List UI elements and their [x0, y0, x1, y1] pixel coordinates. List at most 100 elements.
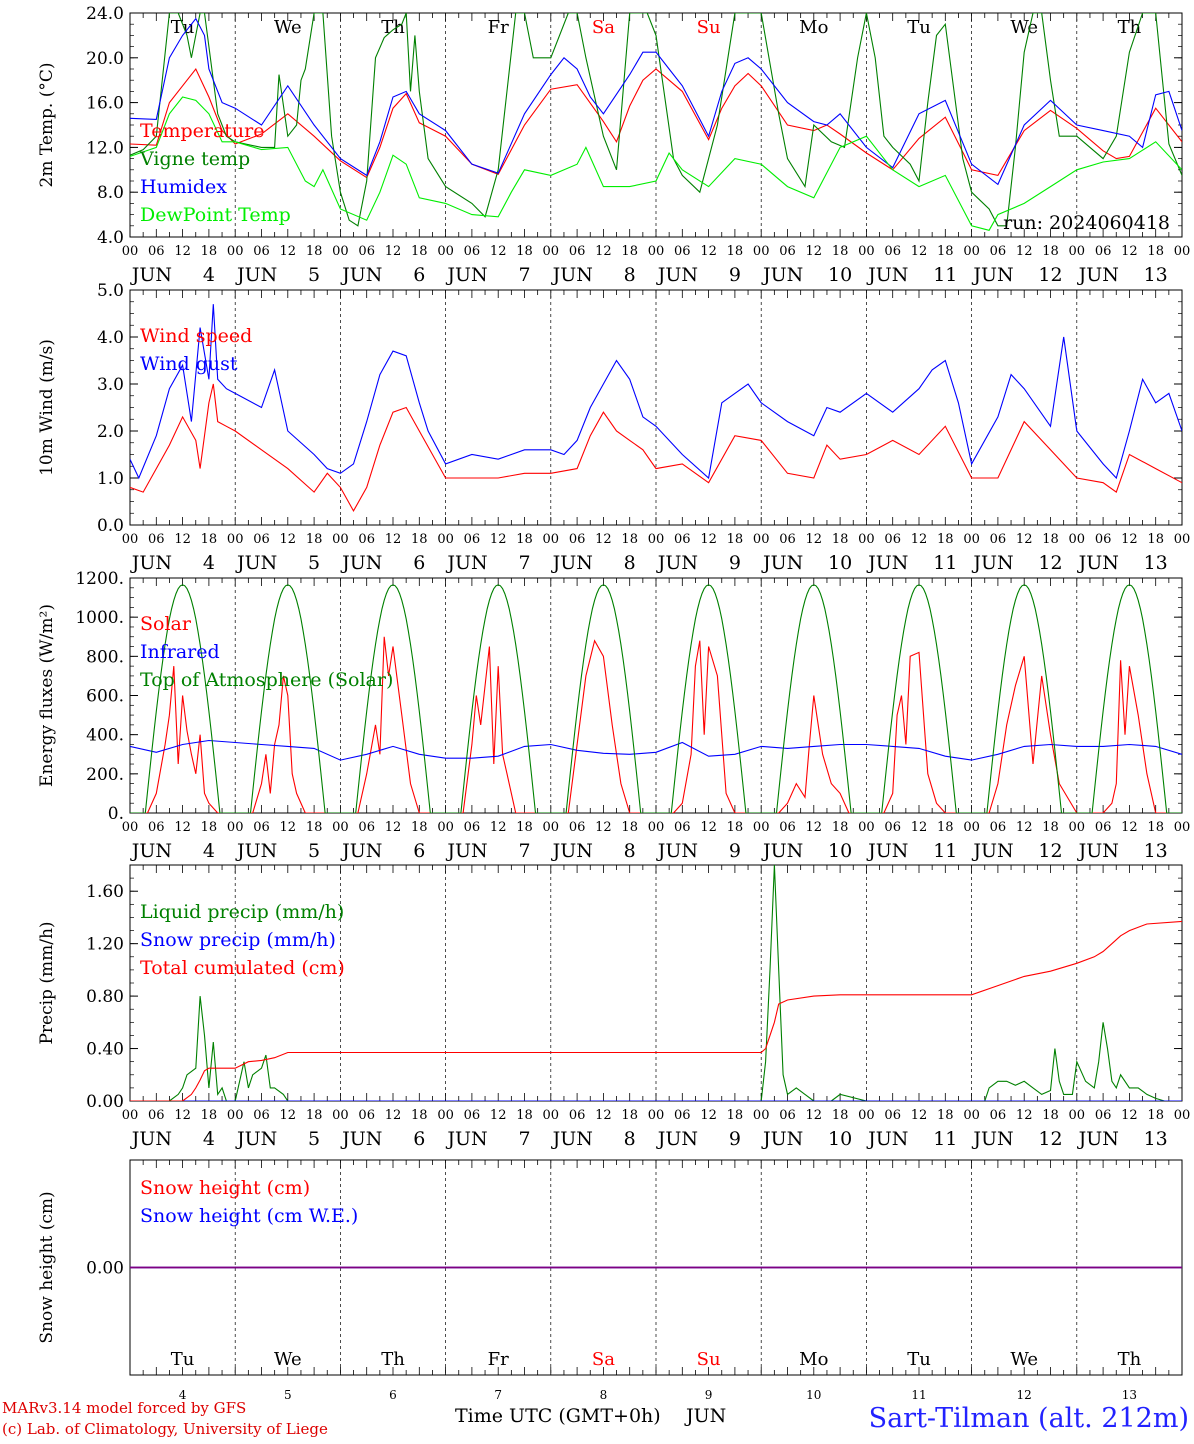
- hour-tick-label: 18: [832, 1108, 849, 1123]
- hour-tick-label: 12: [595, 1108, 612, 1123]
- hour-tick-label: 00: [227, 1108, 244, 1123]
- y-tick-label: 8.0: [97, 183, 124, 203]
- hour-tick-label: 18: [832, 244, 849, 259]
- date-day-label: 11: [933, 1128, 957, 1150]
- hour-tick-label: 00: [332, 244, 349, 259]
- legend-entry: Infrared: [140, 641, 220, 663]
- hour-tick-label: 06: [253, 1108, 270, 1123]
- hour-tick-label: 06: [148, 1108, 165, 1123]
- date-month-label: JUN: [551, 264, 593, 286]
- y-tick-label: 2.0: [97, 422, 124, 442]
- day-number-label: 8: [600, 1388, 608, 1402]
- hour-tick-label: 12: [174, 1108, 191, 1123]
- legend-entry: Total cumulated (cm): [140, 957, 345, 979]
- y-tick-label: 4.0: [97, 328, 124, 348]
- day-number-label: 5: [284, 1388, 292, 1402]
- hour-tick-label: 00: [437, 1108, 454, 1123]
- hour-tick-label: 00: [963, 532, 980, 547]
- legend-entry: Temperature: [140, 120, 264, 142]
- hour-tick-label: 18: [1147, 1108, 1164, 1123]
- hour-tick-label: 12: [1016, 532, 1033, 547]
- date-day-label: 10: [828, 840, 852, 862]
- y-tick-label: 0.0: [97, 516, 124, 536]
- date-month-label: JUN: [130, 552, 172, 574]
- series-line-liquid-precip-mm-h-: [130, 865, 1182, 1101]
- hour-tick-label: 18: [621, 820, 638, 835]
- date-month-label: JUN: [551, 840, 593, 862]
- panel-wind: 0.0 1.0 2.0 3.0 4.0 5.0 10m Wind (m/s) 00 06 12 18…: [37, 281, 1190, 574]
- weekday-label: Mo: [799, 17, 828, 38]
- x-axis-label: Time UTC (GMT+0h): [455, 1405, 661, 1427]
- date-month-label: JUN: [130, 264, 172, 286]
- y-axis-label: Precip (mm/h): [37, 921, 57, 1044]
- hour-tick-label: 06: [779, 532, 796, 547]
- series-group: [130, 584, 1182, 813]
- series-line-dewpoint-temp: [130, 96, 1182, 231]
- hour-tick-label: 18: [937, 532, 954, 547]
- hour-tick-label: 18: [1042, 244, 1059, 259]
- date-day-label: 13: [1144, 552, 1168, 574]
- hour-tick-label: 00: [543, 820, 560, 835]
- legend-entry: Snow height (cm): [140, 1177, 310, 1199]
- hour-tick-label: 12: [700, 820, 717, 835]
- weekday-label: Fr: [488, 17, 509, 38]
- hour-tick-label: 12: [385, 820, 402, 835]
- date-month-label: JUN: [761, 552, 803, 574]
- hour-tick-label: 18: [832, 532, 849, 547]
- hour-tick-label: 06: [358, 1108, 375, 1123]
- date-day-label: 12: [1038, 552, 1062, 574]
- hour-tick-label: 00: [858, 1108, 875, 1123]
- day-number-label: 9: [705, 1388, 713, 1402]
- hour-tick-label: 18: [1147, 532, 1164, 547]
- date-month-label: JUN: [656, 840, 698, 862]
- series-line-vigne-temp: [130, 13, 1182, 227]
- y-tick-label: 1000.: [75, 608, 124, 628]
- hour-tick-label: 18: [516, 820, 533, 835]
- y-tick-label: 0.40: [86, 1040, 124, 1060]
- hour-tick-label: 12: [1121, 244, 1138, 259]
- y-axis-label: Energy fluxes (W/m²): [37, 604, 57, 787]
- date-day-label: 8: [624, 840, 636, 862]
- y-axis-label: 10m Wind (m/s): [37, 339, 57, 476]
- weekday-label: Th: [1118, 1349, 1142, 1370]
- day-number-label: 12: [1017, 1388, 1032, 1402]
- weekday-label: Tu: [907, 1349, 931, 1370]
- panel-temperature: 4.0 8.0 12.0 16.0 20.0 24.0 2m Temp. (°C) Tu We T…: [37, 4, 1190, 286]
- hour-tick-label: 12: [174, 244, 191, 259]
- hour-tick-label: 06: [358, 244, 375, 259]
- y-axis-label: Snow height (cm): [37, 1191, 57, 1343]
- hour-tick-label: 12: [280, 1108, 297, 1123]
- y-tick-label: 0.: [108, 804, 124, 824]
- hour-tick-label: 00: [437, 244, 454, 259]
- hour-tick-label: 18: [306, 820, 323, 835]
- hour-tick-label: 06: [674, 532, 691, 547]
- date-day-label: 5: [308, 840, 320, 862]
- hour-tick-label: 18: [937, 1108, 954, 1123]
- date-month-label: JUN: [1077, 1128, 1119, 1150]
- hour-tick-label: 12: [1016, 244, 1033, 259]
- hour-tick-label: 12: [700, 244, 717, 259]
- date-month-label: JUN: [445, 264, 487, 286]
- weekday-label: Mo: [799, 1349, 828, 1370]
- hour-tick-label: 06: [253, 244, 270, 259]
- hour-tick-label: 06: [674, 820, 691, 835]
- hour-tick-label: 18: [1147, 244, 1164, 259]
- hour-tick-label: 18: [727, 820, 744, 835]
- hour-tick-label: 00: [1174, 244, 1191, 259]
- date-month-label: JUN: [235, 840, 277, 862]
- hour-tick-label: 18: [727, 1108, 744, 1123]
- hour-tick-label: 12: [911, 1108, 928, 1123]
- date-month-label: JUN: [551, 1128, 593, 1150]
- hour-tick-label: 00: [332, 1108, 349, 1123]
- date-month-label: JUN: [1077, 264, 1119, 286]
- y-tick-label: 1.60: [86, 882, 124, 902]
- hour-tick-label: 12: [806, 820, 823, 835]
- series-line-temperature: [130, 67, 1182, 179]
- hour-tick-label: 06: [569, 1108, 586, 1123]
- date-month-label: JUN: [971, 264, 1013, 286]
- date-day-label: 6: [413, 840, 425, 862]
- date-day-label: 12: [1038, 1128, 1062, 1150]
- hour-tick-label: 18: [727, 532, 744, 547]
- hour-tick-label: 00: [963, 820, 980, 835]
